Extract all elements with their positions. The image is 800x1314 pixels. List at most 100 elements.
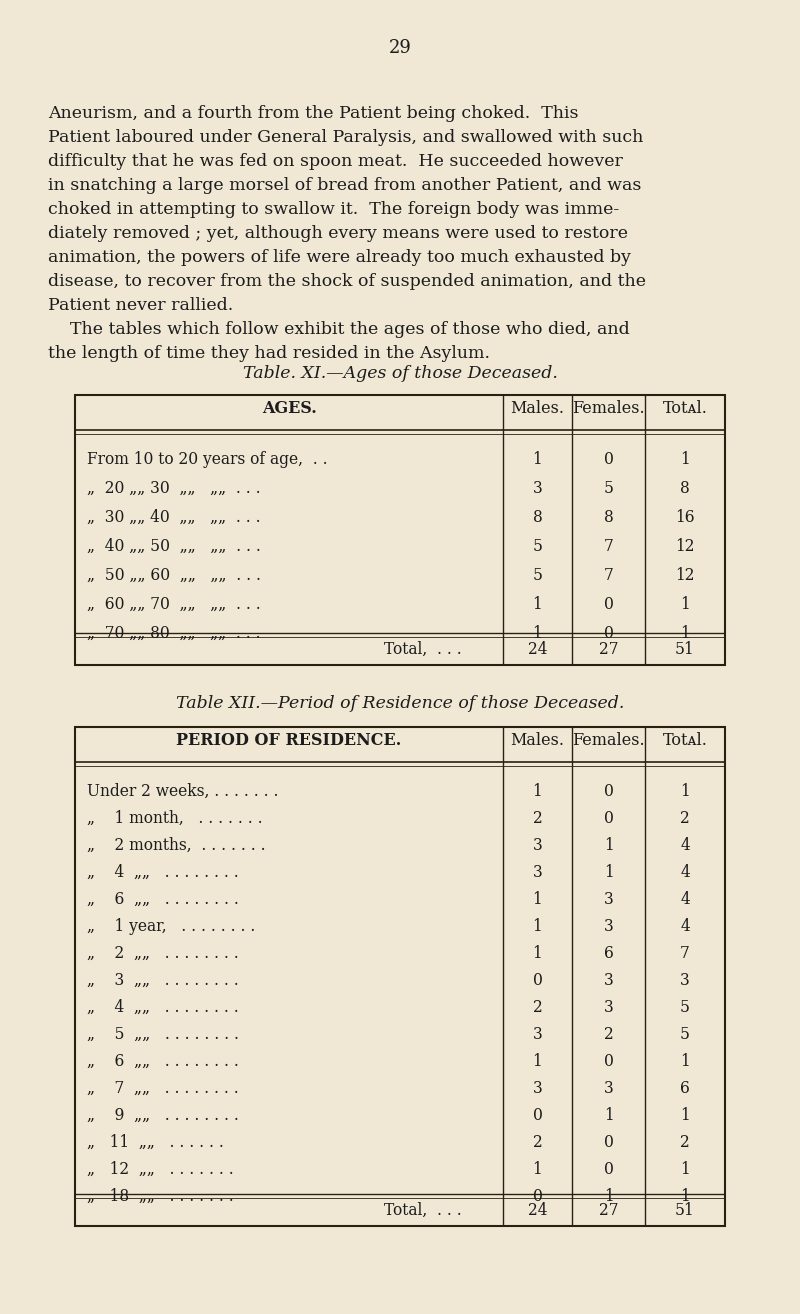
Text: 7: 7: [604, 568, 614, 583]
Text: 7: 7: [680, 945, 690, 962]
Text: 1: 1: [680, 1162, 690, 1177]
Text: „  30 „„ 40  „„   „„  . . .: „ 30 „„ 40 „„ „„ . . .: [87, 509, 261, 526]
Text: 6: 6: [603, 945, 614, 962]
Text: „    6  „„   . . . . . . . .: „ 6 „„ . . . . . . . .: [87, 891, 239, 908]
Text: 5: 5: [533, 537, 542, 555]
Text: „  40 „„ 50  „„   „„  . . .: „ 40 „„ 50 „„ „„ . . .: [87, 537, 261, 555]
Text: 3: 3: [533, 1080, 542, 1097]
Text: 2: 2: [680, 809, 690, 827]
Text: animation, the powers of life were already too much exhausted by: animation, the powers of life were alrea…: [48, 248, 631, 265]
Text: 3: 3: [533, 1026, 542, 1043]
Text: 51: 51: [675, 641, 695, 658]
Text: From 10 to 20 years of age,  . .: From 10 to 20 years of age, . .: [87, 451, 328, 468]
Text: 0: 0: [533, 1188, 542, 1205]
Text: 0: 0: [603, 1053, 614, 1070]
Text: Patient never rallied.: Patient never rallied.: [48, 297, 234, 314]
Text: Totᴀl.: Totᴀl.: [662, 732, 707, 749]
Text: „  20 „„ 30  „„   „„  . . .: „ 20 „„ 30 „„ „„ . . .: [87, 480, 261, 497]
Text: the length of time they had resided in the Asylum.: the length of time they had resided in t…: [48, 346, 490, 361]
Text: 3: 3: [680, 972, 690, 989]
Text: „    7  „„   . . . . . . . .: „ 7 „„ . . . . . . . .: [87, 1080, 238, 1097]
Text: 29: 29: [389, 39, 411, 57]
Bar: [75, 727, 725, 1226]
Text: 1: 1: [533, 597, 542, 614]
Text: 1: 1: [680, 783, 690, 800]
Text: 8: 8: [533, 509, 542, 526]
Text: Table XII.—Period of Residence of those Deceased.: Table XII.—Period of Residence of those …: [176, 695, 624, 712]
Text: „    1 year,   . . . . . . . .: „ 1 year, . . . . . . . .: [87, 918, 255, 936]
Text: 1: 1: [533, 1162, 542, 1177]
Text: Aneurism, and a fourth from the Patient being choked.  This: Aneurism, and a fourth from the Patient …: [48, 105, 578, 122]
Text: 12: 12: [675, 537, 694, 555]
Text: 2: 2: [680, 1134, 690, 1151]
Text: 0: 0: [603, 597, 614, 614]
Text: 16: 16: [675, 509, 695, 526]
Text: 5: 5: [603, 480, 614, 497]
Text: „    2  „„   . . . . . . . .: „ 2 „„ . . . . . . . .: [87, 945, 238, 962]
Text: „   11  „„   . . . . . .: „ 11 „„ . . . . . .: [87, 1134, 224, 1151]
Text: „    1 month,   . . . . . . .: „ 1 month, . . . . . . .: [87, 809, 262, 827]
Text: 2: 2: [533, 999, 542, 1016]
Text: Total,  . . .: Total, . . .: [384, 641, 462, 658]
Text: 0: 0: [603, 1134, 614, 1151]
Text: „    6  „„   . . . . . . . .: „ 6 „„ . . . . . . . .: [87, 1053, 239, 1070]
Text: 1: 1: [533, 1053, 542, 1070]
Text: 27: 27: [598, 1202, 618, 1219]
Text: 8: 8: [604, 509, 614, 526]
Text: „    9  „„   . . . . . . . .: „ 9 „„ . . . . . . . .: [87, 1106, 239, 1123]
Text: 4: 4: [680, 918, 690, 936]
Text: 3: 3: [604, 999, 614, 1016]
Text: 4: 4: [680, 837, 690, 854]
Text: PERIOD OF RESIDENCE.: PERIOD OF RESIDENCE.: [176, 732, 402, 749]
Text: 6: 6: [680, 1080, 690, 1097]
Text: Under 2 weeks, . . . . . . .: Under 2 weeks, . . . . . . .: [87, 783, 278, 800]
Text: choked in attempting to swallow it.  The foreign body was imme-: choked in attempting to swallow it. The …: [48, 201, 619, 218]
Text: Males.: Males.: [510, 399, 565, 417]
Text: 4: 4: [680, 891, 690, 908]
Text: 1: 1: [533, 891, 542, 908]
Text: 1: 1: [533, 451, 542, 468]
Text: in snatching a large morsel of bread from another Patient, and was: in snatching a large morsel of bread fro…: [48, 177, 642, 194]
Text: Females.: Females.: [572, 399, 645, 417]
Text: 3: 3: [604, 918, 614, 936]
Bar: [75, 396, 725, 665]
Text: 1: 1: [680, 1053, 690, 1070]
Text: 1: 1: [680, 1188, 690, 1205]
Text: 0: 0: [603, 783, 614, 800]
Text: 2: 2: [533, 809, 542, 827]
Text: „    3  „„   . . . . . . . .: „ 3 „„ . . . . . . . .: [87, 972, 238, 989]
Text: 0: 0: [533, 1106, 542, 1123]
Text: difficulty that he was fed on spoon meat.  He succeeded however: difficulty that he was fed on spoon meat…: [48, 152, 623, 170]
Text: 2: 2: [533, 1134, 542, 1151]
Text: Males.: Males.: [510, 732, 565, 749]
Text: 3: 3: [533, 480, 542, 497]
Text: disease, to recover from the shock of suspended animation, and the: disease, to recover from the shock of su…: [48, 273, 646, 290]
Text: 2: 2: [604, 1026, 614, 1043]
Text: 3: 3: [533, 837, 542, 854]
Text: The tables which follow exhibit the ages of those who died, and: The tables which follow exhibit the ages…: [48, 321, 630, 338]
Text: „   18  „„   . . . . . . .: „ 18 „„ . . . . . . .: [87, 1188, 234, 1205]
Text: 3: 3: [604, 1080, 614, 1097]
Text: 1: 1: [533, 945, 542, 962]
Text: „  70 „„ 80  „„   „„  . . .: „ 70 „„ 80 „„ „„ . . .: [87, 625, 261, 643]
Text: 3: 3: [604, 891, 614, 908]
Text: 0: 0: [603, 625, 614, 643]
Text: 3: 3: [533, 865, 542, 880]
Text: 8: 8: [680, 480, 690, 497]
Text: 1: 1: [604, 865, 614, 880]
Text: 0: 0: [603, 1162, 614, 1177]
Text: 1: 1: [604, 1106, 614, 1123]
Text: 0: 0: [533, 972, 542, 989]
Text: „  50 „„ 60  „„   „„  . . .: „ 50 „„ 60 „„ „„ . . .: [87, 568, 261, 583]
Text: 7: 7: [604, 537, 614, 555]
Text: 1: 1: [680, 625, 690, 643]
Text: Total,  . . .: Total, . . .: [384, 1202, 462, 1219]
Text: Totᴀl.: Totᴀl.: [662, 399, 707, 417]
Text: 24: 24: [528, 1202, 547, 1219]
Text: Females.: Females.: [572, 732, 645, 749]
Text: 1: 1: [533, 625, 542, 643]
Text: 3: 3: [604, 972, 614, 989]
Text: „  60 „„ 70  „„   „„  . . .: „ 60 „„ 70 „„ „„ . . .: [87, 597, 261, 614]
Text: „    2 months,  . . . . . . .: „ 2 months, . . . . . . .: [87, 837, 266, 854]
Text: diately removed ; yet, although every means were used to restore: diately removed ; yet, although every me…: [48, 225, 628, 242]
